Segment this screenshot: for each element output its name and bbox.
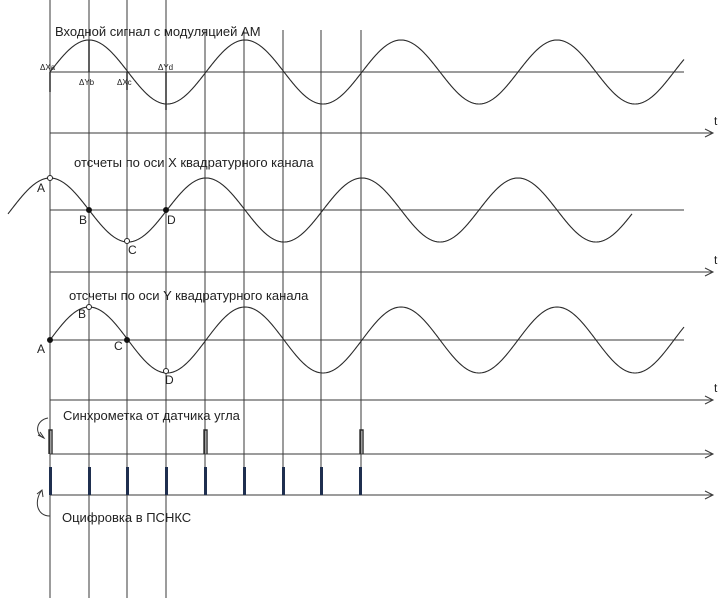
baselines	[50, 71, 684, 341]
sync-curly-arrow	[37, 417, 49, 439]
waveform-am	[49, 39, 685, 105]
point-y-b-label: B	[78, 307, 86, 321]
axis-t-label-x: t	[714, 253, 718, 267]
point-x-a-label: A	[37, 181, 45, 195]
delta-xc-label: ΔXc	[117, 78, 132, 87]
waveform-x	[7, 177, 633, 243]
title-digit: Оцифровка в ПСНКС	[62, 510, 191, 525]
title-y: отсчеты по оси Y квадратурного канала	[69, 288, 309, 303]
axis-x-arrow	[704, 267, 715, 277]
point-x-b	[86, 207, 92, 213]
point-x-c-label: C	[128, 243, 137, 257]
delta-yd-label: ΔYd	[158, 63, 173, 72]
point-y-a	[47, 337, 53, 343]
digit-pulse	[204, 467, 207, 495]
sync-curly-arrow-head	[37, 431, 46, 440]
digit-curly-arrow-head	[36, 489, 44, 498]
digit-pulse	[243, 467, 246, 495]
point-x-b-label: B	[79, 213, 87, 227]
time-axes	[50, 128, 715, 500]
point-y-d-label: D	[165, 373, 174, 387]
point-y-a-label: A	[37, 342, 45, 356]
axis-digit-arrow	[704, 490, 715, 500]
sync-pulse	[359, 429, 364, 454]
sync-pulse	[48, 429, 53, 454]
digit-pulse	[126, 467, 129, 495]
title-sync: Синхрометка от датчика угла	[63, 408, 241, 423]
point-x-c	[124, 238, 130, 244]
delta-yb-label: ΔYb	[79, 78, 95, 87]
sample-gridlines	[49, 0, 362, 598]
digit-pulse	[320, 467, 323, 495]
point-x-a	[47, 175, 53, 181]
axis-am-arrow	[704, 128, 715, 138]
axis-t-label-am: t	[714, 114, 718, 128]
axis-sync-arrow	[704, 449, 715, 459]
point-y-b	[86, 304, 92, 310]
point-x-d	[163, 207, 169, 213]
axis-t-label-y: t	[714, 381, 718, 395]
point-y-c-label: C	[114, 339, 123, 353]
digit-curly-arrow	[36, 489, 51, 517]
point-y-c	[124, 337, 130, 343]
digit-pulse	[88, 467, 91, 495]
digit-pulse	[49, 467, 52, 495]
digit-pulse	[359, 467, 362, 495]
waveform-y	[49, 306, 685, 374]
point-x-d-label: D	[167, 213, 176, 227]
axis-y-arrow	[704, 395, 715, 405]
title-x: отсчеты по оси X квадратурного канала	[74, 155, 314, 170]
delta-xa-label: ΔXa	[40, 63, 56, 72]
digit-pulse	[282, 467, 285, 495]
digit-pulse	[165, 467, 168, 495]
title-am: Входной сигнал с модуляцией АМ	[55, 24, 261, 39]
sync-pulse	[203, 429, 208, 454]
point-y-d	[163, 368, 169, 374]
